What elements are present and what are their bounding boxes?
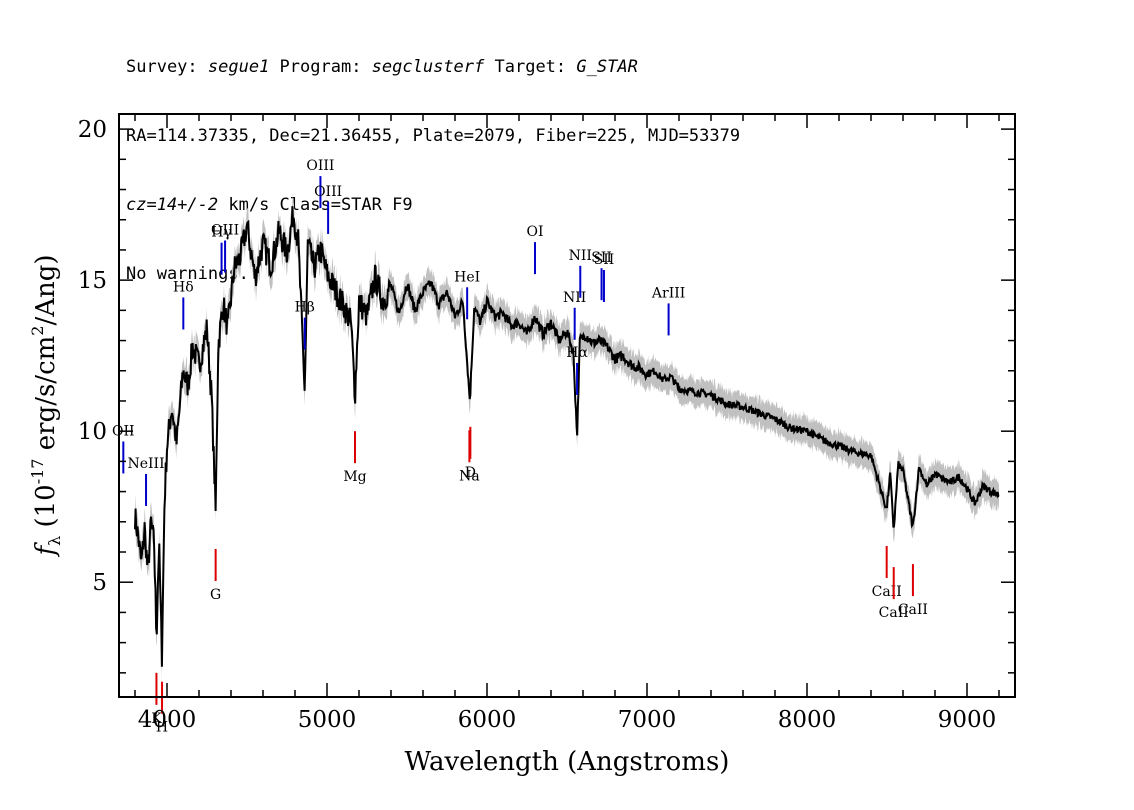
emission-line-label: OIII [211,222,239,238]
emission-line-label: NII [569,248,592,264]
emission-line-label: OIII [314,184,342,200]
y-axis-label-part: 2 [28,326,47,336]
absorption-line-label: CaII [898,602,928,618]
x-tick-label: 5000 [298,707,357,733]
header-fragment: G_STAR [576,57,638,77]
emission-line-label: NeIII [127,456,164,472]
emission-line-label: Hγ [211,225,232,241]
absorption-line-label: CaII [879,605,909,621]
y-axis-label-part: erg/s/cm [31,336,61,459]
y-tick-label: 15 [78,268,107,294]
header-line-survey: Survey: segue1 Program: segclusterf Targ… [126,56,740,79]
y-axis-label-part: λ [45,536,64,546]
absorption-line-label: CaII [872,584,902,600]
y-axis-label-part: /Ang) [31,254,61,325]
x-tick-label: 8000 [778,707,837,733]
y-axis-label: fλ (10-17 erg/s/cm2/Ang) [28,254,64,557]
header-fragment: Survey: [126,57,208,77]
y-axis-label-part: (10 [31,484,61,536]
plot-frame [118,113,1016,698]
emission-line-label: Hβ [295,300,315,316]
x-tick-label: 9000 [938,707,997,733]
header-fragment: segue1 [207,57,270,77]
header-fragment: km/s Class=STAR F9 [218,195,413,215]
header-line-coordinates: RA=114.37335, Dec=21.36455, Plate=2079, … [126,126,741,146]
emission-line-label: ArIII [651,285,685,301]
emission-line-label: SII [591,250,612,266]
flux-line [134,206,1000,667]
y-tick-label: 5 [92,570,107,596]
header-fragment: Program: [269,57,372,77]
absorption-line-label: D [465,465,476,481]
error-band [135,191,999,681]
header-fragment: segclusterf [371,57,485,77]
emission-line-label: Hδ [173,279,194,295]
x-axis-label: Wavelength (Angstroms) [405,747,730,777]
x-tick-label: 7000 [618,707,677,733]
x-tick-label: 6000 [458,707,517,733]
header-fragment: Target: [484,57,577,77]
emission-line-label: NII [563,290,586,306]
absorption-line-label: Na [459,468,480,484]
axis-ticks: 4000 5000 6000 7000 8000 9000 5 10 15 20 [78,114,1015,733]
absorption-line-label: K [151,711,162,727]
absorption-line-label: H [156,720,168,736]
emission-line-label: HeI [454,269,480,285]
y-tick-label: 10 [78,419,107,445]
emission-line-label: Hα [566,345,588,361]
emission-line-label: OI [526,224,543,240]
emission-line-label: SII [594,252,615,268]
header-fragment: cz=14+/-2 [126,195,219,215]
x-tick-label: 4000 [138,707,197,733]
absorption-line-label: Mg [343,469,366,485]
flux-series-line [134,206,1000,667]
y-tick-label: 20 [78,117,107,143]
emission-line-label: OIII [306,158,334,174]
absorption-line-label: G [210,587,221,603]
header-line-redshift-class: cz=14+/-2 km/s Class=STAR F9 [126,194,740,217]
error-band-area [135,191,999,681]
y-axis-label-part: -17 [28,459,47,485]
spectrum-header: Survey: segue1 Program: segclusterf Targ… [126,10,740,309]
